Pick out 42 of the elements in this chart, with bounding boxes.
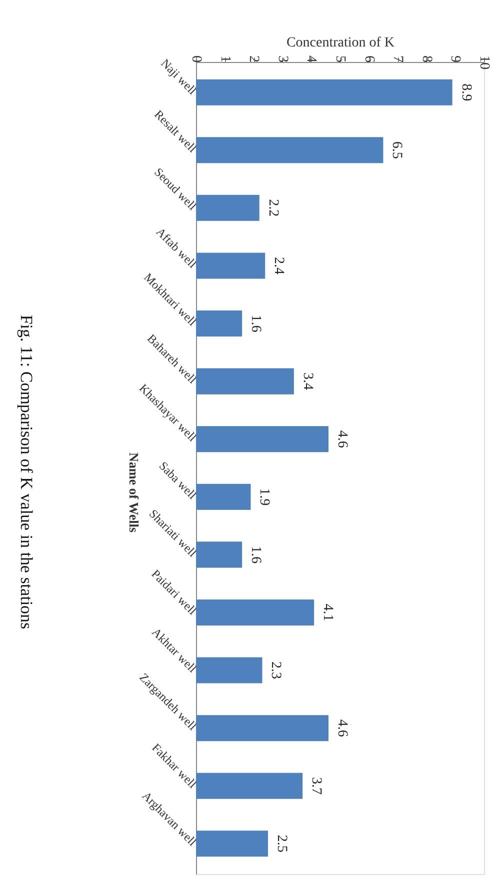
bar — [196, 599, 314, 626]
x-tick-label: 2 — [246, 56, 262, 62]
data-label: 2.3 — [268, 662, 284, 680]
data-label: 4.1 — [320, 604, 336, 622]
bar — [196, 368, 294, 394]
data-label: 2.2 — [265, 199, 280, 217]
data-label: 6.5 — [389, 141, 404, 159]
bar — [196, 137, 384, 164]
data-label: 1.6 — [248, 314, 264, 332]
y-axis-title: Name of Wells — [126, 452, 142, 532]
data-label: 8.9 — [458, 84, 474, 102]
x-tick-label: 3 — [274, 56, 290, 62]
x-tick-label: 6 — [361, 56, 376, 62]
bar — [196, 657, 262, 684]
bar — [196, 426, 328, 452]
data-label: 4.6 — [334, 719, 350, 737]
x-tick-label: 10 — [476, 56, 492, 70]
bar — [196, 542, 242, 568]
x-tick-label: 0 — [188, 56, 204, 62]
bar — [196, 252, 266, 279]
x-tick-label: 7 — [390, 56, 406, 62]
data-label: 1.9 — [256, 488, 272, 506]
data-label: 3.7 — [308, 777, 324, 795]
bar — [196, 79, 452, 106]
x-tick-label: 9 — [448, 56, 463, 62]
bar — [196, 484, 251, 510]
data-label: 3.4 — [300, 372, 315, 390]
bar — [196, 772, 303, 799]
bar — [196, 715, 328, 742]
data-label: 2.4 — [271, 256, 286, 274]
bar — [196, 830, 268, 857]
x-tick-label: 4 — [304, 56, 319, 62]
caption: Fig. 11: Comparison of K value in the stations — [17, 314, 36, 630]
bar — [196, 194, 260, 221]
x-tick-label: 5 — [332, 56, 348, 62]
data-label: 2.5 — [274, 834, 289, 852]
data-label: 1.6 — [248, 546, 264, 564]
x-tick-label: 1 — [217, 56, 232, 62]
bar — [196, 310, 242, 337]
x-axis-title: Concentration of K — [286, 36, 395, 50]
data-label: 4.6 — [334, 430, 350, 448]
x-tick-label: 8 — [418, 56, 434, 62]
